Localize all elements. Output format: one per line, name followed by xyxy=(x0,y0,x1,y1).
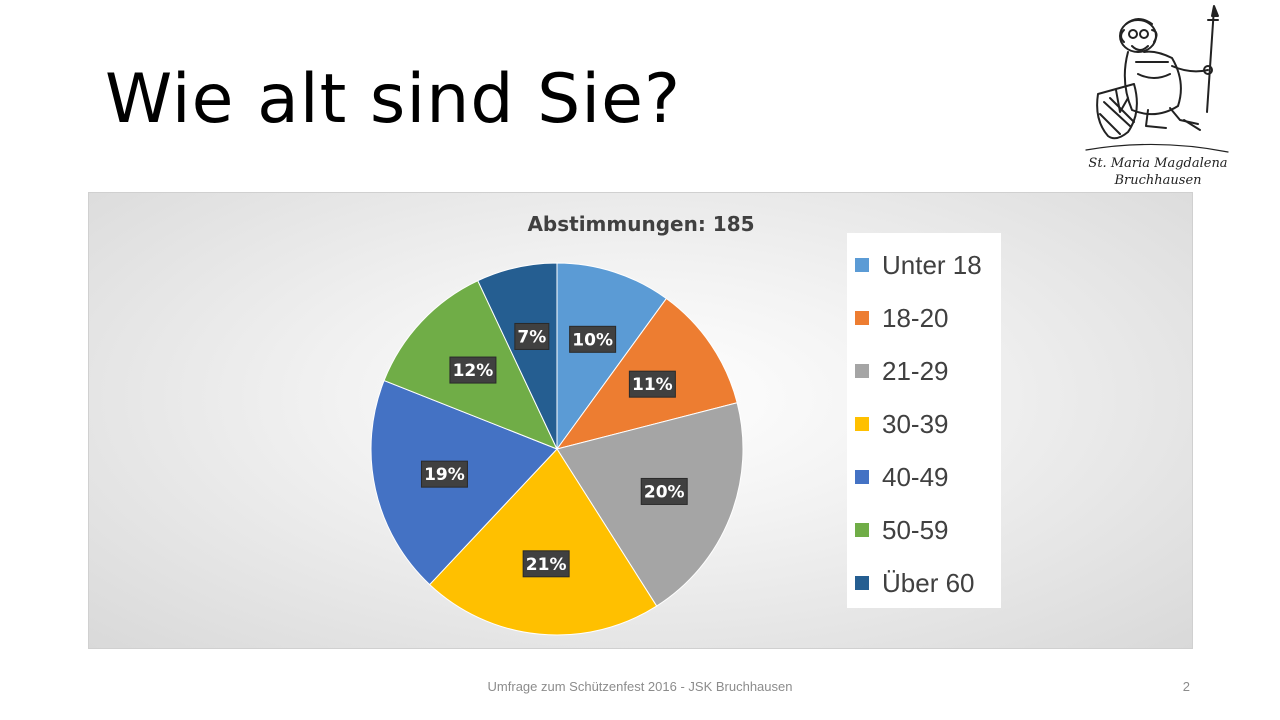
page-number: 2 xyxy=(1182,679,1190,694)
pie-slice-30-39 xyxy=(428,448,658,636)
club-logo: St. Maria Magdalena Bruchhausen xyxy=(1076,2,1236,190)
chart-panel: Abstimmungen: 185 10% 11% 20% 21% 19% 12% 7% U… xyxy=(88,192,1193,649)
data-label-text: 21% xyxy=(526,555,567,575)
legend-label: 50-59 xyxy=(882,514,949,545)
data-label-box xyxy=(628,370,676,398)
slide-footer: Umfrage zum Schützenfest 2016 - JSK Bruc… xyxy=(487,679,793,694)
legend-label: Unter 18 xyxy=(882,249,982,280)
data-label-text: 7% xyxy=(517,327,546,347)
chart-legend: Unter 18 18-20 21-29 30-39 40-49 50-59 Über 60 xyxy=(847,233,1001,608)
data-label-text: 12% xyxy=(453,361,494,381)
legend-swatch xyxy=(855,258,869,272)
data-label-text: 10% xyxy=(572,330,613,350)
logo-text-line2: Bruchhausen xyxy=(1113,173,1201,188)
data-label-box xyxy=(514,322,550,350)
data-label-text: 11% xyxy=(632,375,673,395)
data-label-21-29: 20% xyxy=(640,477,688,505)
legend-swatch xyxy=(855,364,869,378)
pie-slices xyxy=(370,262,744,636)
slide-title: Wie alt sind Sie? xyxy=(105,60,682,139)
data-label-über-60: 7% xyxy=(514,322,550,350)
club-logo-drawing: St. Maria Magdalena Bruchhausen xyxy=(1085,5,1229,188)
logo-text-line1: St. Maria Magdalena xyxy=(1088,156,1227,171)
data-label-text: 19% xyxy=(424,465,465,485)
legend-label: 30-39 xyxy=(882,408,949,439)
data-label-box xyxy=(449,356,497,384)
legend-item-unter-18: Unter 18 xyxy=(855,245,982,285)
data-label-30-39: 21% xyxy=(522,550,570,578)
legend-label: 18-20 xyxy=(882,302,949,333)
legend-label: 21-29 xyxy=(882,355,949,386)
pie-chart: Abstimmungen: 185 10% 11% 20% 21% 19% 12% 7% xyxy=(370,212,755,636)
legend-item-21-29: 21-29 xyxy=(855,351,949,391)
legend-item-30-39: 30-39 xyxy=(855,404,949,444)
data-label-text: 20% xyxy=(644,482,685,502)
legend-item-50-59: 50-59 xyxy=(855,510,949,550)
pie-slice-über-60 xyxy=(477,262,558,450)
data-label-box xyxy=(569,325,617,353)
legend-label: 40-49 xyxy=(882,461,949,492)
data-label-unter-18: 10% xyxy=(569,325,617,353)
legend-swatch xyxy=(855,523,869,537)
chart-title: Abstimmungen: 185 xyxy=(527,212,754,236)
legend-swatch xyxy=(855,417,869,431)
legend-swatch xyxy=(855,311,869,325)
data-label-box xyxy=(420,460,468,488)
legend-swatch xyxy=(855,470,869,484)
data-label-18-20: 11% xyxy=(628,370,676,398)
legend-label: Über 60 xyxy=(882,567,975,598)
data-label-50-59: 12% xyxy=(449,356,497,384)
data-label-box xyxy=(522,550,570,578)
legend-swatch xyxy=(855,576,869,590)
legend-item-40-49: 40-49 xyxy=(855,457,949,497)
data-label-40-49: 19% xyxy=(420,460,468,488)
legend-item-18-20: 18-20 xyxy=(855,298,949,338)
pie-data-labels: 10% 11% 20% 21% 19% 12% 7% xyxy=(420,322,688,578)
pie-slice-unter-18 xyxy=(556,262,668,451)
legend-item-über-60: Über 60 xyxy=(855,563,975,603)
data-label-box xyxy=(640,477,688,505)
